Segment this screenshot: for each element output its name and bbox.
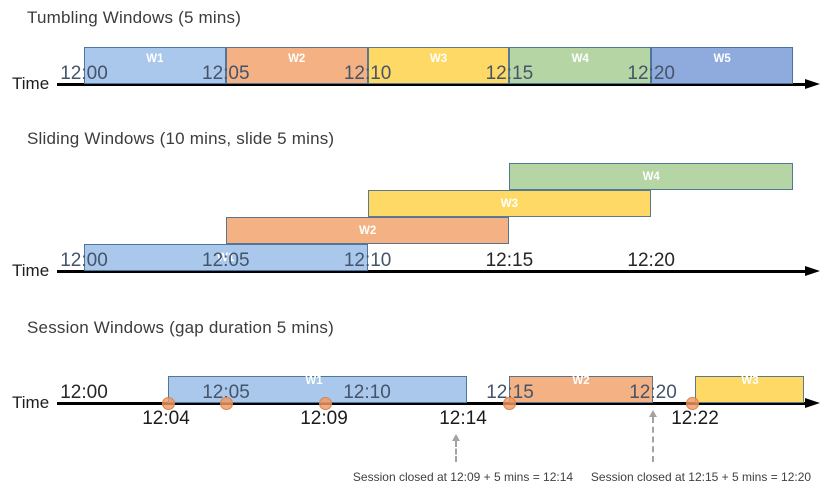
tick-label: 12:00 <box>60 250 108 271</box>
window-label: W1 <box>146 52 164 65</box>
tick-label: 12:00 <box>60 382 108 403</box>
session-close-annotation: Session closed at 12:15 + 5 mins = 12:20 <box>590 470 812 484</box>
window-label: W5 <box>713 52 731 65</box>
event-dot <box>161 397 175 410</box>
window-bar-w2 <box>225 47 368 84</box>
event-dot <box>219 397 233 410</box>
dashed-arrow-up-icon <box>455 441 457 462</box>
window-bar-w2 <box>225 217 510 244</box>
event-time-label: 12:14 <box>439 408 487 429</box>
window-bar-w2 <box>509 376 653 403</box>
window-label: W3 <box>500 197 519 210</box>
window-bar-w5 <box>651 47 793 84</box>
window-label: W2 <box>358 224 377 237</box>
tick-label: 12:10 <box>343 382 391 403</box>
axis-arrowhead-icon <box>805 398 820 408</box>
time-axis-line <box>57 402 806 405</box>
tick-label: 12:20 <box>629 382 677 403</box>
tick-label: 12:05 <box>202 63 250 84</box>
window-bar-w1 <box>84 244 368 271</box>
window-label: W3 <box>429 52 448 65</box>
window-bar-w1 <box>168 376 467 403</box>
event-dot <box>685 397 699 410</box>
window-bar-w4 <box>509 163 793 190</box>
window-bar-w1 <box>84 47 226 84</box>
window-label: W4 <box>571 52 589 65</box>
arrowhead-up-icon <box>649 410 657 417</box>
arrowhead-up-icon <box>452 434 460 441</box>
tick-label: 12:05 <box>202 382 250 403</box>
tick-label: 12:15 <box>485 250 534 271</box>
window-label: W3 <box>741 374 759 387</box>
session-section-title: Session Windows (gap duration 5 mins) <box>27 318 334 337</box>
tick-label: 12:20 <box>627 63 675 84</box>
time-axis-label: Time <box>12 261 50 280</box>
window-label: W2 <box>572 374 590 387</box>
dashed-arrow-up-icon <box>652 417 654 462</box>
event-time-label: 12:22 <box>671 408 719 429</box>
event-dot <box>318 397 332 410</box>
time-axis-line <box>57 83 806 86</box>
tick-label: 12:05 <box>202 250 250 271</box>
tick-label: 12:10 <box>343 250 392 271</box>
session-close-annotation: Session closed at 12:09 + 5 mins = 12:14 <box>352 470 574 484</box>
window-bar-w3 <box>367 47 510 84</box>
tick-label: 12:15 <box>486 382 534 403</box>
axis-arrowhead-icon <box>805 79 820 89</box>
tumbling-section-title: Tumbling Windows (5 mins) <box>27 8 242 27</box>
tick-label: 12:20 <box>627 250 675 271</box>
time-axis-label: Time <box>12 393 50 412</box>
window-bar-w3 <box>367 190 652 217</box>
time-axis-label: Time <box>12 74 50 93</box>
tick-label: 12:00 <box>60 63 108 84</box>
event-time-label: 12:09 <box>300 408 348 429</box>
tick-label: 12:10 <box>343 63 392 84</box>
window-label: W1 <box>217 251 235 264</box>
axis-arrowhead-icon <box>805 266 820 276</box>
window-label: W1 <box>305 374 323 387</box>
event-dot <box>502 397 516 410</box>
event-time-label: 12:04 <box>142 408 190 429</box>
window-label: W4 <box>642 170 660 183</box>
time-axis-line <box>57 270 806 273</box>
tick-label: 12:15 <box>485 63 534 84</box>
sliding-section-title: Sliding Windows (10 mins, slide 5 mins) <box>27 129 335 148</box>
window-label: W2 <box>288 52 306 65</box>
window-bar-w3 <box>695 376 804 403</box>
window-bar-w4 <box>509 47 652 84</box>
